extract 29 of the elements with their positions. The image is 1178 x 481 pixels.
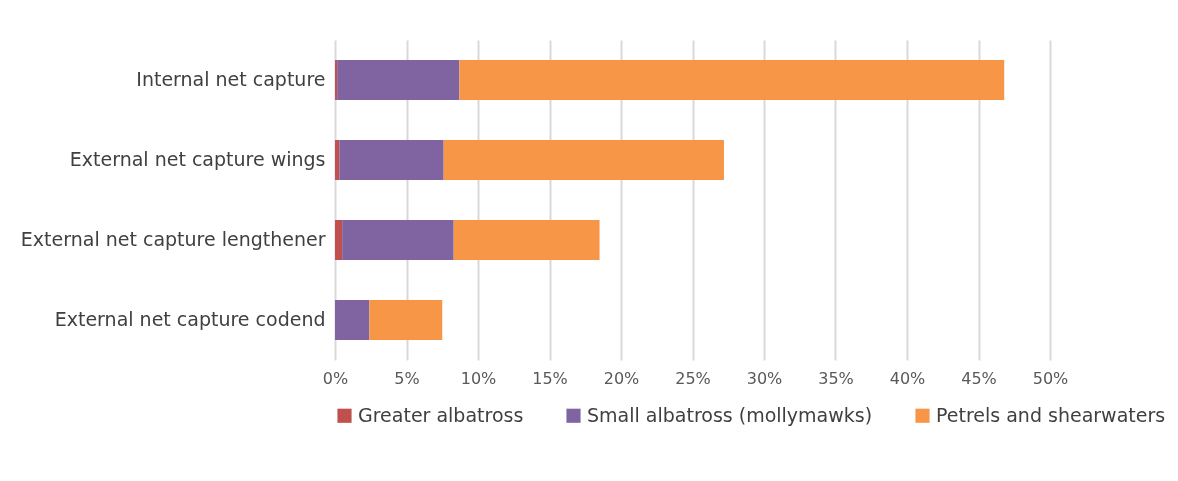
x-tick-label: 10% (460, 368, 497, 388)
x-tick-label: 35% (818, 368, 854, 388)
bar (337, 60, 460, 100)
bar (335, 140, 340, 180)
bar (369, 300, 443, 340)
x-tick-label: 5% (394, 368, 420, 388)
bar (339, 140, 444, 180)
x-tick-label: 40% (889, 368, 926, 388)
x-tick-label: 0% (322, 368, 349, 388)
y-tick-label: External net capture wings (69, 148, 326, 170)
bar (342, 220, 454, 260)
x-tick-label: 50% (1032, 368, 1069, 388)
x-tick-label: 30% (746, 368, 783, 388)
bar (335, 220, 343, 260)
y-tick-label: Internal net capture (136, 68, 326, 90)
y-tick-label: External net capture lengthener (20, 228, 326, 250)
legend-label: Petrels and shearwaters (936, 403, 1166, 426)
x-tick-label: 25% (675, 368, 711, 388)
x-tick-label: 15% (532, 368, 568, 388)
bar (459, 60, 1005, 100)
bar (335, 300, 370, 340)
x-tick-label: 20% (603, 368, 640, 388)
x-tick-label: 45% (961, 368, 997, 388)
bar (443, 140, 724, 180)
legend-label: Small albatross (mollymawks) (587, 403, 873, 426)
y-tick-label: External net capture codend (54, 308, 326, 330)
bar (453, 220, 600, 260)
bar (335, 60, 338, 100)
legend-label: Greater albatross (358, 403, 524, 426)
